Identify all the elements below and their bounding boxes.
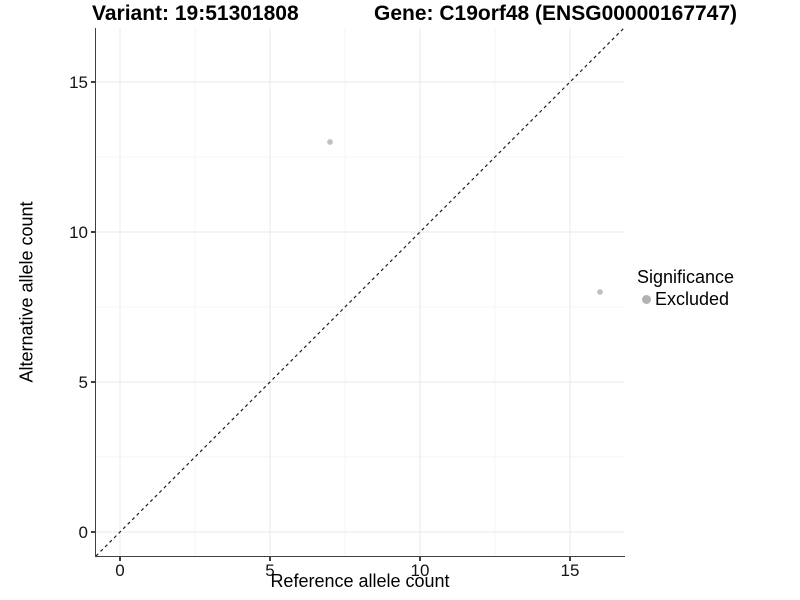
legend-point-icon [642,294,651,304]
data-point [597,289,603,295]
x-tick-mark [569,556,571,561]
x-tick-label: 5 [265,561,275,580]
x-axis-title: Reference allele count [270,571,450,591]
y-axis-title: Alternative allele count [16,201,37,383]
y-tick-label: 10 [69,222,88,242]
x-tick-label: 0 [115,561,125,580]
identity-line [96,28,624,556]
y-tick-label: 0 [78,522,88,542]
legend-item-excluded: Excluded [637,289,734,309]
data-point [327,139,333,145]
legend-item-label: Excluded [655,289,730,309]
x-axis-line [94,555,625,558]
y-tick-label: 5 [78,372,88,392]
y-tick-mark [90,531,96,533]
y-tick-label: 15 [69,72,88,92]
plot-title-variant: Variant: 19:51301808 [92,2,299,25]
plot-panel [96,28,624,556]
legend-title: Significance [637,267,735,287]
x-tick-label: 10 [410,561,430,580]
x-tick-mark [269,556,271,561]
x-tick-label: 15 [560,561,580,580]
y-tick-mark [90,231,96,233]
x-tick-mark [119,556,121,561]
legend: Significance Excluded [637,266,734,309]
x-tick-mark [419,556,421,561]
y-tick-mark [90,81,96,83]
plot-title-gene: Gene: C19orf48 (ENSG00000167747) [374,2,738,25]
y-tick-mark [90,381,96,383]
y-axis-line [94,28,97,557]
